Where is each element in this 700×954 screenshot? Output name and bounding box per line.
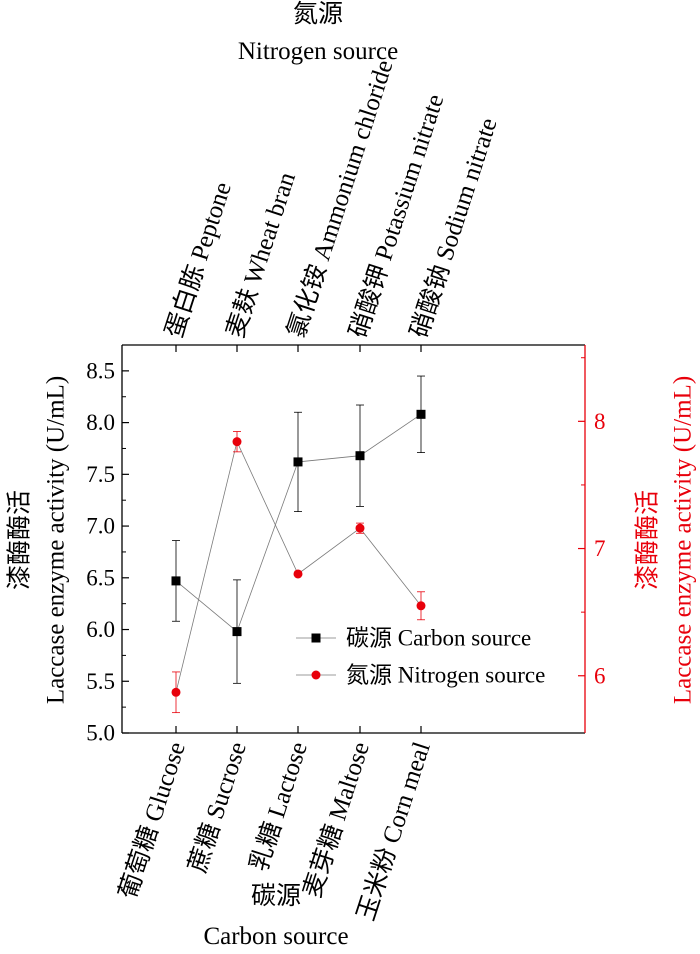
plot-frame <box>121 344 586 734</box>
left-tick-label: 5.5 <box>86 669 115 694</box>
left-axis-ticks: 5.0 5.5 6.0 6.5 7.0 7.5 8.0 8.5 <box>86 358 129 746</box>
bottom-tick-label: 葡萄糖 Glucose <box>114 739 191 903</box>
point-nitrogen <box>293 569 303 579</box>
right-tick-label: 6 <box>594 663 606 688</box>
left-tick-label: 8.0 <box>86 410 115 435</box>
right-axis-title-zh-wrap: 漆酶酶活 <box>634 490 662 590</box>
legend-marker-nitrogen <box>311 670 321 680</box>
series-layer <box>171 375 426 714</box>
right-tick-label: 7 <box>594 536 606 561</box>
point-nitrogen <box>355 523 365 533</box>
left-axis-title-zh: 漆酶酶活 <box>6 490 34 590</box>
bottom-axis-title-zh: 碳源 <box>251 882 301 910</box>
series-line-nitrogen <box>175 440 422 693</box>
left-axis-title-en: Laccase enzyme activity (U/mL) <box>43 376 70 704</box>
point-carbon <box>293 457 303 467</box>
right-tick-label: 8 <box>594 409 606 434</box>
right-axis-title-zh: 漆酶酶活 <box>634 490 662 590</box>
legend: 碳源 Carbon source 氮源 Nitrogen source <box>296 626 545 688</box>
bottom-tick-label: 麦芽糖 Maltose <box>298 739 375 902</box>
left-tick-label: 5.0 <box>86 721 115 746</box>
left-axis-title-en-wrap: Laccase enzyme activity (U/mL) <box>43 376 70 704</box>
top-axis-title-en: Nitrogen source <box>238 38 398 65</box>
top-tick-label: 蛋白胨 Peptone <box>160 179 237 342</box>
point-carbon <box>416 409 426 419</box>
left-tick-label: 7.5 <box>86 462 115 487</box>
point-nitrogen <box>232 437 242 447</box>
right-axis-ticks: 6 7 8 <box>578 357 606 688</box>
right-axis-title-en: Laccase enzyme activity (U/mL) <box>670 376 697 704</box>
legend-label-nitrogen: 氮源 Nitrogen source <box>346 663 545 688</box>
bottom-tick-label: 乳糖 Lactose <box>245 739 313 875</box>
point-carbon <box>232 627 242 637</box>
top-axis-title-zh: 氮源 <box>293 0 343 28</box>
point-carbon <box>355 451 365 461</box>
left-axis-title: 漆酶酶活 <box>6 490 34 590</box>
point-nitrogen <box>171 687 181 697</box>
bottom-tick-label: 蔗糖 Sucrose <box>183 739 251 876</box>
right-axis-title-en-wrap: Laccase enzyme activity (U/mL) <box>670 376 697 704</box>
left-tick-label: 7.0 <box>86 514 115 539</box>
point-nitrogen <box>416 601 426 611</box>
left-tick-label: 6.5 <box>86 565 115 590</box>
point-carbon <box>171 576 181 586</box>
legend-label-carbon: 碳源 Carbon source <box>346 626 531 651</box>
left-tick-label: 8.5 <box>86 358 115 383</box>
legend-marker-carbon <box>311 633 321 643</box>
bottom-axis-title-en: Carbon source <box>203 923 348 950</box>
left-tick-label: 6.0 <box>86 617 115 642</box>
series-line-carbon <box>175 413 422 633</box>
